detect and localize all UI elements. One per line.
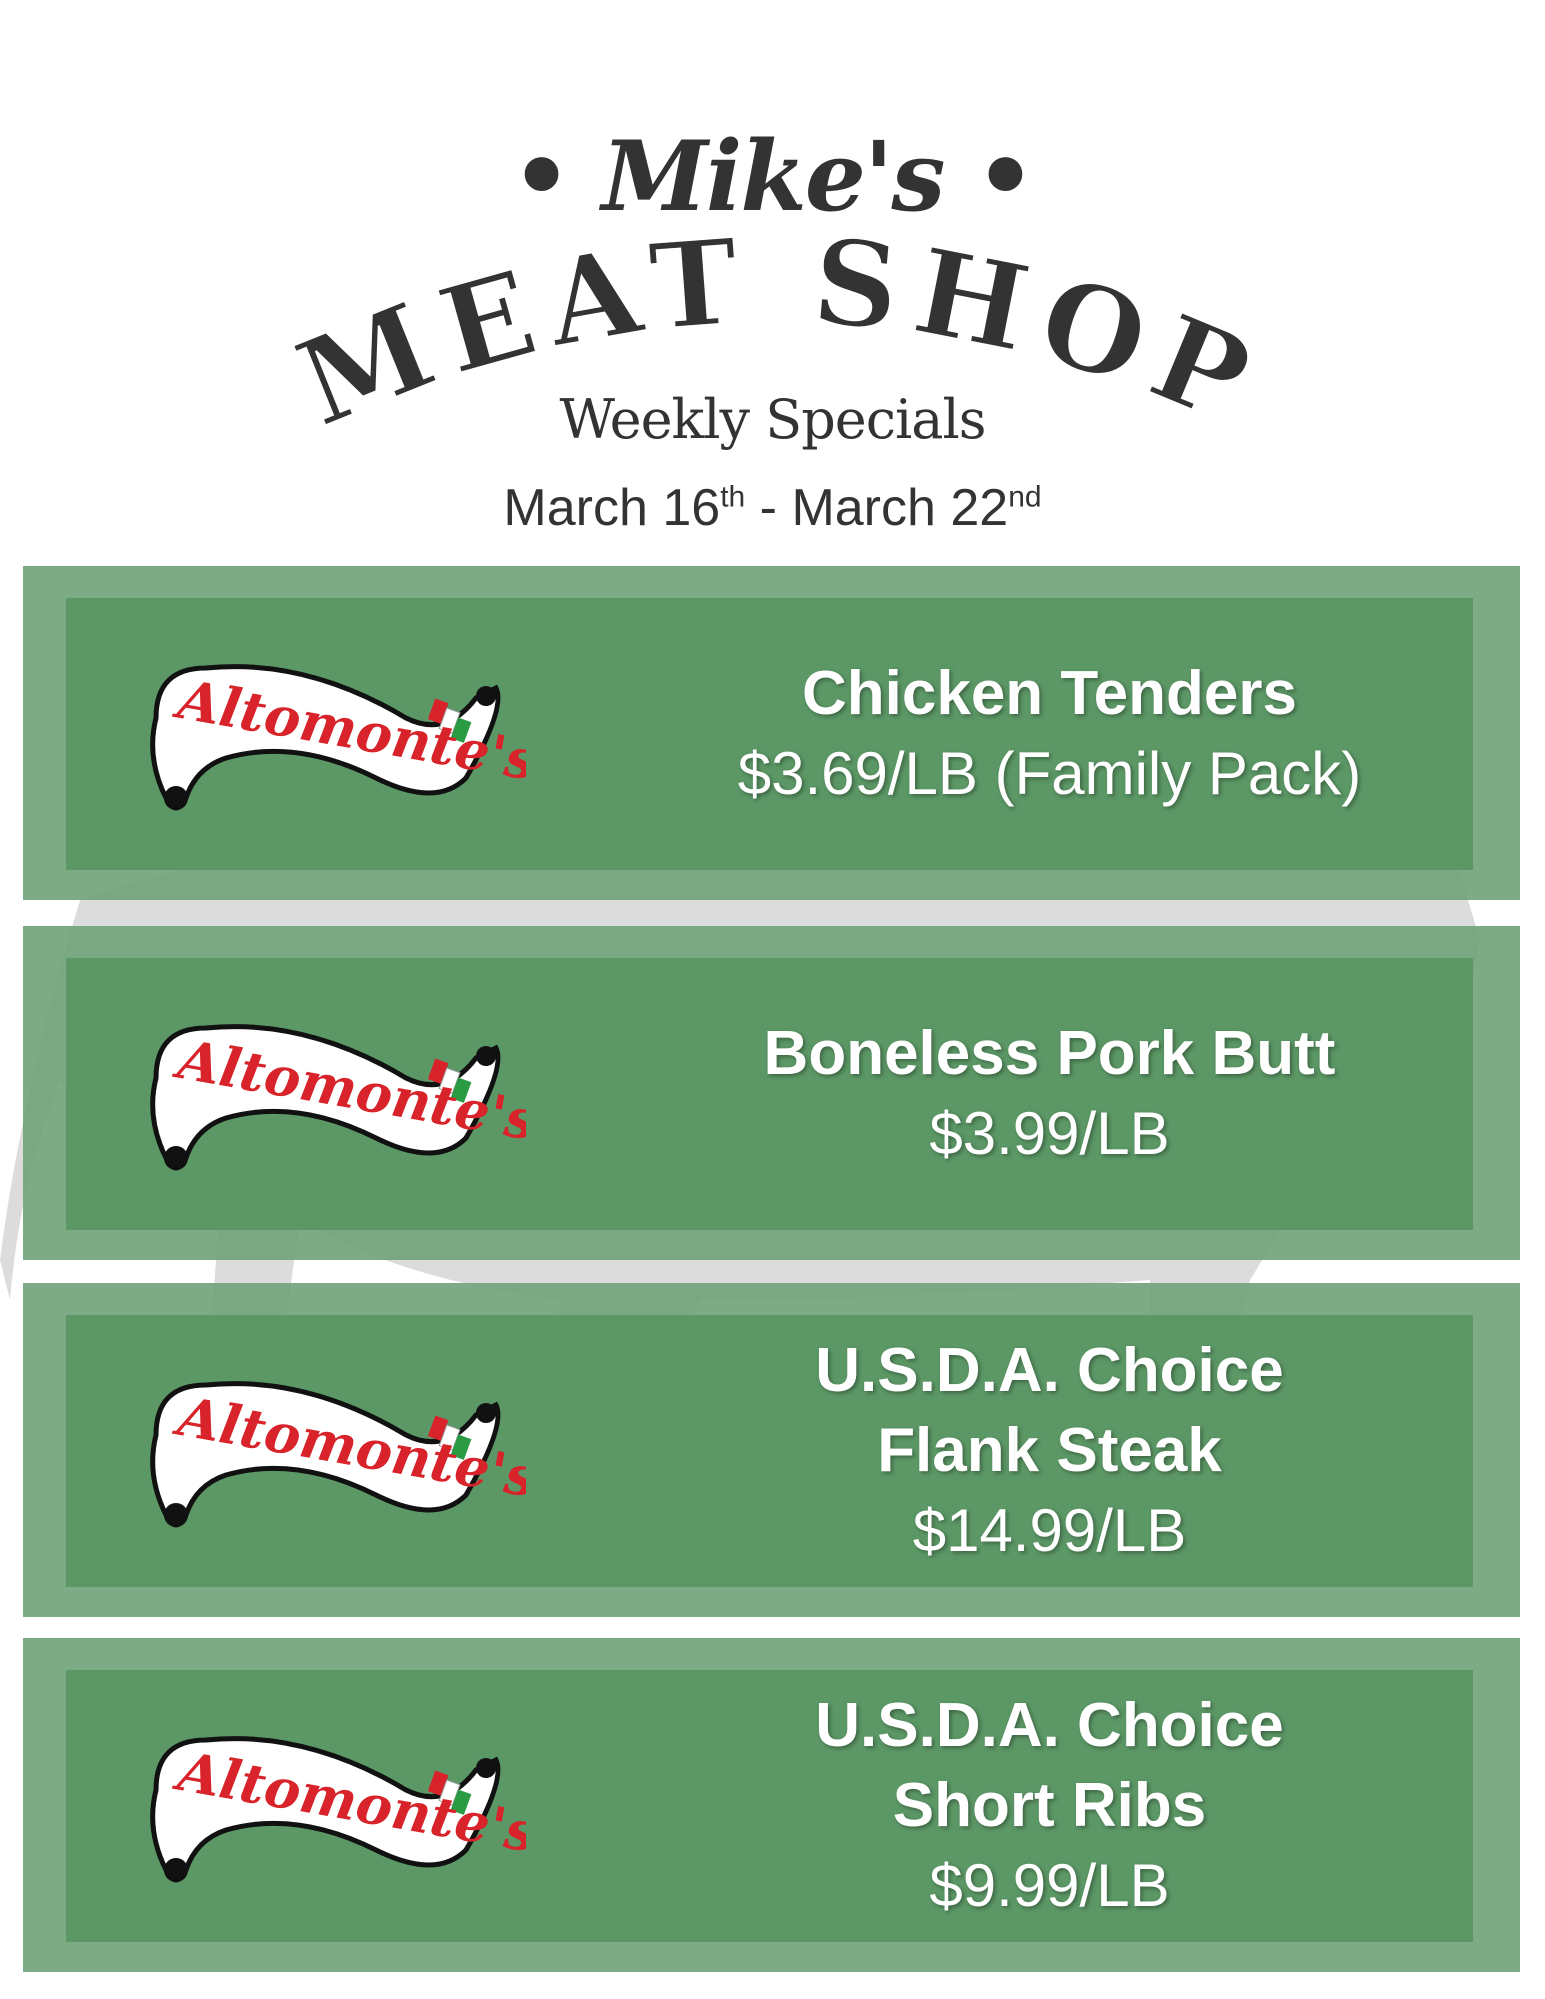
- date-separator: -: [745, 479, 792, 537]
- subtitle: Weekly Specials: [559, 388, 987, 451]
- special-price: $9.99/LB: [929, 1852, 1170, 1919]
- altomontes-logo: Altomonte's: [150, 1736, 526, 1883]
- special-name: Short Ribs: [892, 1771, 1207, 1840]
- date-start-suffix: th: [720, 480, 746, 514]
- special-name: U.S.D.A. Choice: [815, 1336, 1284, 1405]
- logo-text: Altomonte's: [169, 1738, 526, 1865]
- special-card: Altomonte's Boneless Pork Butt $3.99/LB: [23, 926, 1520, 1260]
- special-card-inner: Altomonte's Chicken Tenders $3.69/LB (Fa…: [66, 598, 1473, 870]
- special-card-inner: Altomonte's U.S.D.A. Choice Short Ribs $9…: [66, 1670, 1473, 1942]
- altomontes-logo: Altomonte's: [150, 1381, 526, 1528]
- special-card: Altomonte's Chicken Tenders $3.69/LB (Fa…: [23, 566, 1520, 900]
- special-card-inner: Altomonte's Boneless Pork Butt $3.99/LB: [66, 958, 1473, 1230]
- special-name: Flank Steak: [877, 1416, 1222, 1485]
- date-end: March 22: [791, 479, 1009, 537]
- logo-text: Altomonte's: [169, 666, 526, 793]
- special-card: Altomonte's U.S.D.A. Choice Short Ribs $9…: [23, 1638, 1520, 1972]
- special-text: U.S.D.A. Choice Short Ribs $9.99/LB: [626, 1670, 1473, 1942]
- brand-main-title: MEAT SHOP: [278, 220, 1268, 456]
- brand-script-title: • Mike's •: [510, 120, 1036, 233]
- special-card-inner: Altomonte's U.S.D.A. Choice Flank Steak $…: [66, 1315, 1473, 1587]
- special-text: Chicken Tenders $3.69/LB (Family Pack): [626, 598, 1473, 870]
- altomontes-logo: Altomonte's: [150, 664, 526, 811]
- special-price: $14.99/LB: [912, 1497, 1187, 1564]
- logo-text: Altomonte's: [169, 1383, 526, 1510]
- special-price: $3.69/LB (Family Pack): [737, 740, 1362, 807]
- special-text: U.S.D.A. Choice Flank Steak $14.99/LB: [626, 1315, 1473, 1587]
- special-name: Boneless Pork Butt: [763, 1019, 1336, 1088]
- special-text: Boneless Pork Butt $3.99/LB: [626, 958, 1473, 1230]
- date-range: March 16th - March 22nd: [0, 478, 1545, 538]
- special-card: Altomonte's U.S.D.A. Choice Flank Steak $…: [23, 1283, 1520, 1617]
- special-price: $3.99/LB: [929, 1100, 1170, 1167]
- date-start: March 16: [503, 479, 721, 537]
- special-name: U.S.D.A. Choice: [815, 1691, 1284, 1760]
- special-name: Chicken Tenders: [801, 659, 1297, 728]
- logo-text: Altomonte's: [169, 1026, 526, 1153]
- date-end-suffix: nd: [1008, 480, 1042, 514]
- altomontes-logo: Altomonte's: [150, 1024, 526, 1171]
